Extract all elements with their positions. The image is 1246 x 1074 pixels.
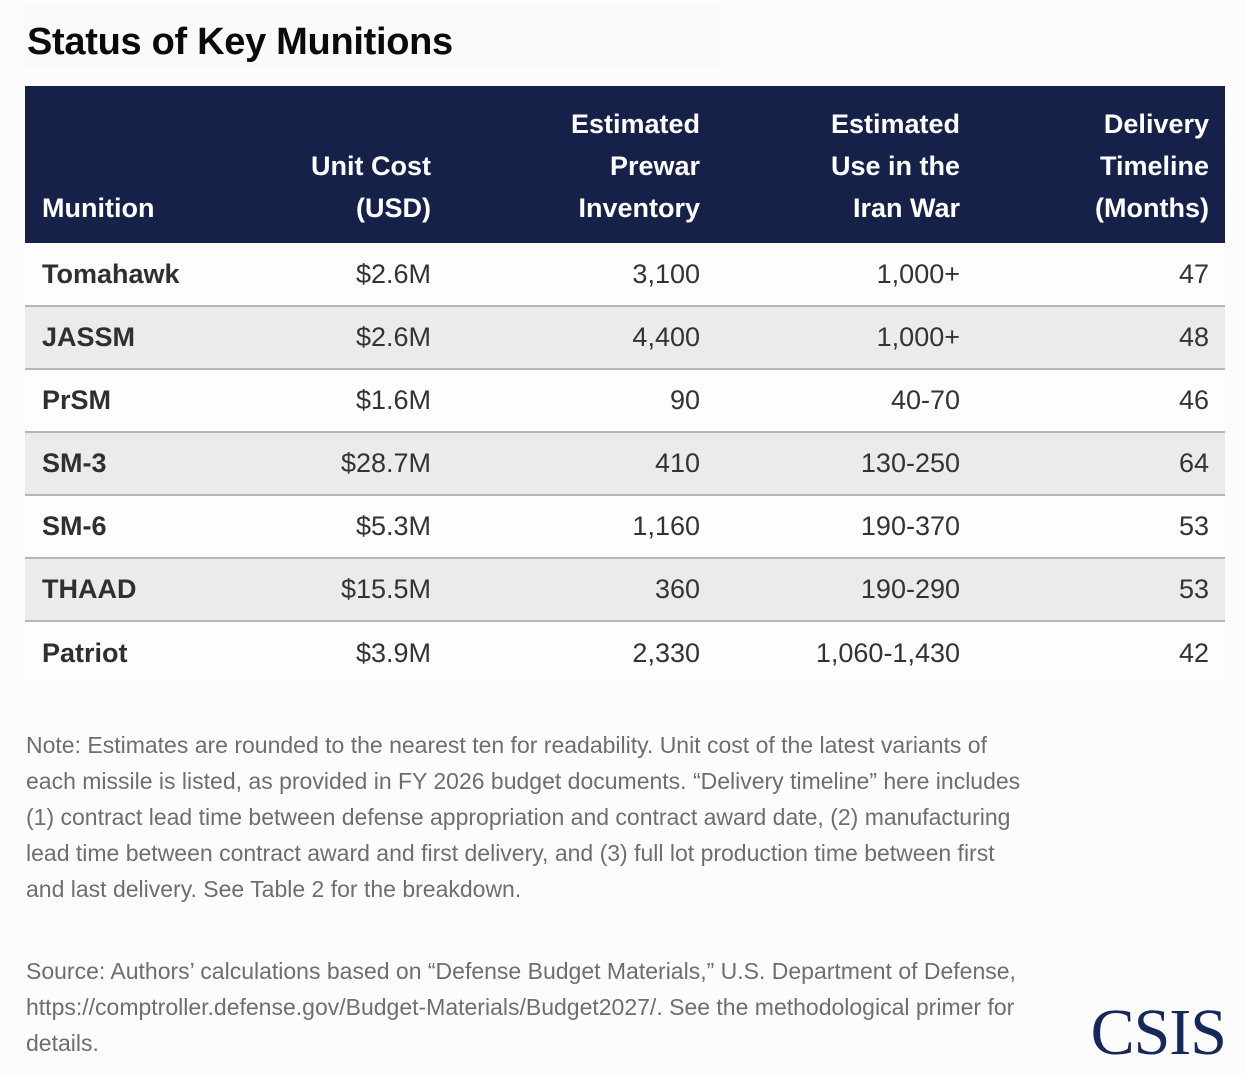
cell-inventory: 360: [654, 574, 700, 604]
cell-unit-cost: $2.6M: [355, 322, 431, 352]
header-unit-cost-line: Unit Cost: [311, 151, 431, 181]
munitions-table: Munition Unit Cost (USD) Estimated Prewa…: [25, 86, 1225, 684]
header-use-line: Use in the: [830, 151, 960, 181]
cell-use: 1,060-1,430: [815, 637, 960, 668]
cell-delivery: 46: [1178, 385, 1209, 415]
header-munition: Munition: [25, 86, 235, 243]
cell-inventory: 4,400: [632, 322, 700, 352]
header-munition-line: Munition: [42, 193, 155, 223]
table-row: THAAD $15.5M 360 190-290 53: [25, 558, 1225, 621]
table-row: PrSM $1.6M 90 40-70 46: [25, 369, 1225, 432]
table-row: JASSM $2.6M 4,400 1,000+ 48: [25, 306, 1225, 369]
header-inventory: Estimated Prewar Inventory: [447, 86, 716, 243]
page-title: Status of Key Munitions: [27, 21, 453, 63]
table-row: Tomahawk $2.6M 3,100 1,000+ 47: [25, 243, 1225, 306]
cell-unit-cost: $3.9M: [355, 637, 431, 668]
title-band: [20, 4, 722, 68]
cell-delivery: 53: [1178, 511, 1209, 541]
cell-use: 190-370: [860, 511, 960, 541]
cell-inventory: 2,330: [632, 637, 700, 668]
cell-munition: THAAD: [42, 574, 137, 604]
cell-inventory: 3,100: [632, 258, 700, 289]
header-delivery-line: (Months): [1095, 193, 1209, 223]
cell-delivery: 48: [1178, 322, 1209, 352]
cell-use: 40-70: [890, 385, 960, 415]
cell-inventory: 90: [669, 385, 700, 415]
cell-munition: Tomahawk: [42, 258, 180, 289]
header-delivery: Delivery Timeline (Months): [985, 86, 1225, 243]
cell-munition: Patriot: [42, 637, 128, 668]
cell-delivery: 53: [1178, 574, 1209, 604]
header-inventory-line: Estimated: [570, 109, 700, 139]
cell-munition: SM-6: [42, 511, 107, 541]
cell-use: 190-290: [860, 574, 960, 604]
cell-inventory: 410: [654, 448, 700, 478]
header-use-line: Estimated: [830, 109, 960, 139]
cell-delivery: 42: [1178, 637, 1209, 668]
table-row: SM-6 $5.3M 1,160 190-370 53: [25, 495, 1225, 558]
header-use: Estimated Use in the Iran War: [716, 86, 985, 243]
table-source: Source: Authors’ calculations based on “…: [26, 958, 1016, 1056]
header-delivery-line: Delivery: [1103, 109, 1209, 139]
header-unit-cost: Unit Cost (USD): [235, 86, 447, 243]
header-use-line: Iran War: [852, 193, 960, 223]
cell-delivery: 47: [1178, 258, 1209, 289]
cell-unit-cost: $15.5M: [340, 574, 431, 604]
header-unit-cost-line: (USD): [356, 193, 431, 223]
cell-unit-cost: $1.6M: [355, 385, 431, 415]
cell-munition: PrSM: [42, 385, 112, 415]
cell-munition: SM-3: [42, 448, 107, 478]
table-header-row: Munition Unit Cost (USD) Estimated Prewa…: [25, 86, 1225, 243]
header-inventory-line: Prewar: [609, 151, 700, 181]
table-note: Note: Estimates are rounded to the neare…: [26, 732, 1021, 902]
cell-unit-cost: $5.3M: [355, 511, 431, 541]
cell-inventory: 1,160: [632, 511, 700, 541]
cell-use: 1,000+: [876, 322, 960, 352]
cell-use: 130-250: [860, 448, 960, 478]
header-inventory-line: Inventory: [578, 193, 700, 223]
cell-delivery: 64: [1178, 448, 1209, 478]
cell-use: 1,000+: [876, 258, 960, 289]
csis-logo: CSIS: [1090, 996, 1227, 1069]
table-row: Patriot $3.9M 2,330 1,060-1,430 42: [25, 621, 1225, 684]
table-row: SM-3 $28.7M 410 130-250 64: [25, 432, 1225, 495]
cell-munition: JASSM: [42, 322, 136, 352]
cell-unit-cost: $28.7M: [340, 448, 431, 478]
header-delivery-line: Timeline: [1099, 151, 1209, 181]
cell-unit-cost: $2.6M: [355, 258, 431, 289]
